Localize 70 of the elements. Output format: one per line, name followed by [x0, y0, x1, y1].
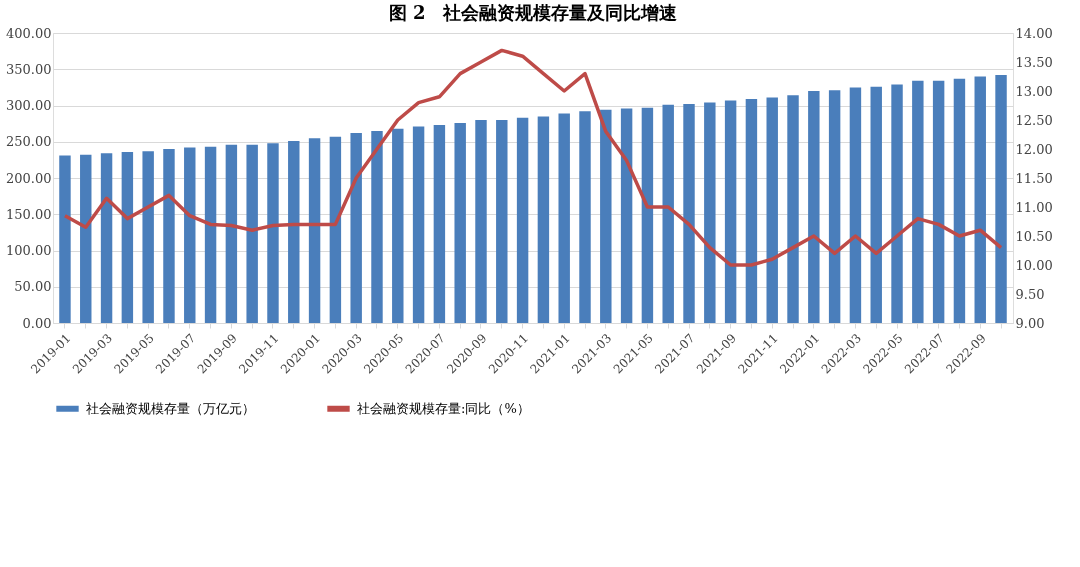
legend-label: 社会融资规模存量（万亿元）	[86, 400, 255, 416]
y2-tick-label: 9.00	[1015, 315, 1045, 331]
bar	[787, 95, 799, 323]
bar	[995, 75, 1007, 323]
bar	[953, 78, 966, 323]
y2-tick-label: 10.50	[1015, 228, 1053, 244]
y2-tick-label: 13.50	[1015, 54, 1053, 70]
bar	[329, 136, 342, 323]
bar	[600, 109, 612, 323]
bar	[454, 122, 466, 323]
bar	[891, 84, 903, 323]
bar	[766, 97, 778, 323]
y-tick-label: 0.00	[22, 315, 52, 331]
y2-tick-label: 9.50	[1015, 286, 1045, 302]
bar	[392, 128, 404, 323]
bar	[100, 153, 113, 323]
y2-tick-label: 12.00	[1015, 141, 1053, 157]
bar	[288, 141, 300, 323]
bar	[828, 90, 841, 323]
y-tick-label: 150.00	[6, 206, 52, 222]
bar	[537, 116, 550, 323]
bar	[142, 151, 154, 323]
bar	[870, 86, 882, 323]
bar	[932, 80, 945, 323]
bar	[724, 100, 737, 323]
bar	[558, 113, 570, 323]
y2-tick-label: 10.00	[1015, 257, 1053, 273]
bar	[121, 151, 134, 323]
chart-title: 图 2 社会融资规模存量及同比增速	[388, 2, 678, 23]
bar	[849, 87, 862, 323]
bar	[683, 104, 695, 323]
bar	[59, 155, 71, 323]
bar	[184, 147, 196, 323]
y-tick-label: 100.00	[6, 243, 52, 258]
bar	[641, 107, 654, 323]
y2-tick-label: 13.00	[1015, 83, 1053, 99]
bar	[246, 144, 258, 323]
y-tick-label: 400.00	[6, 25, 52, 41]
y2-tick-label: 11.50	[1015, 170, 1053, 186]
y-tick-label: 300.00	[6, 98, 52, 113]
bar	[662, 104, 674, 323]
bar	[912, 80, 924, 323]
legend-label: 社会融资规模存量:同比（%）	[357, 400, 530, 416]
y2-tick-label: 14.00	[1015, 25, 1053, 41]
bar	[974, 76, 986, 323]
y-tick-label: 350.00	[6, 61, 52, 77]
y-tick-label: 250.00	[6, 134, 52, 150]
bar	[350, 133, 362, 323]
bar	[225, 144, 238, 323]
bar	[516, 117, 529, 323]
bar	[308, 138, 321, 323]
bar	[412, 126, 425, 323]
y2-tick-label: 11.00	[1015, 199, 1053, 215]
bar	[163, 149, 175, 323]
bar	[579, 111, 591, 323]
bar	[704, 102, 716, 323]
bar	[80, 154, 92, 323]
bar	[620, 108, 633, 323]
bar	[204, 146, 217, 323]
line-series	[63, 48, 1003, 267]
bar	[267, 143, 279, 323]
y-tick-label: 50.00	[14, 279, 52, 295]
bar	[433, 125, 446, 323]
bar	[808, 91, 820, 323]
bar	[496, 120, 508, 323]
bar	[475, 120, 487, 323]
y2-tick-label: 12.50	[1015, 112, 1053, 128]
bar	[371, 130, 383, 323]
bar	[745, 98, 758, 323]
y-tick-label: 200.00	[6, 170, 52, 186]
